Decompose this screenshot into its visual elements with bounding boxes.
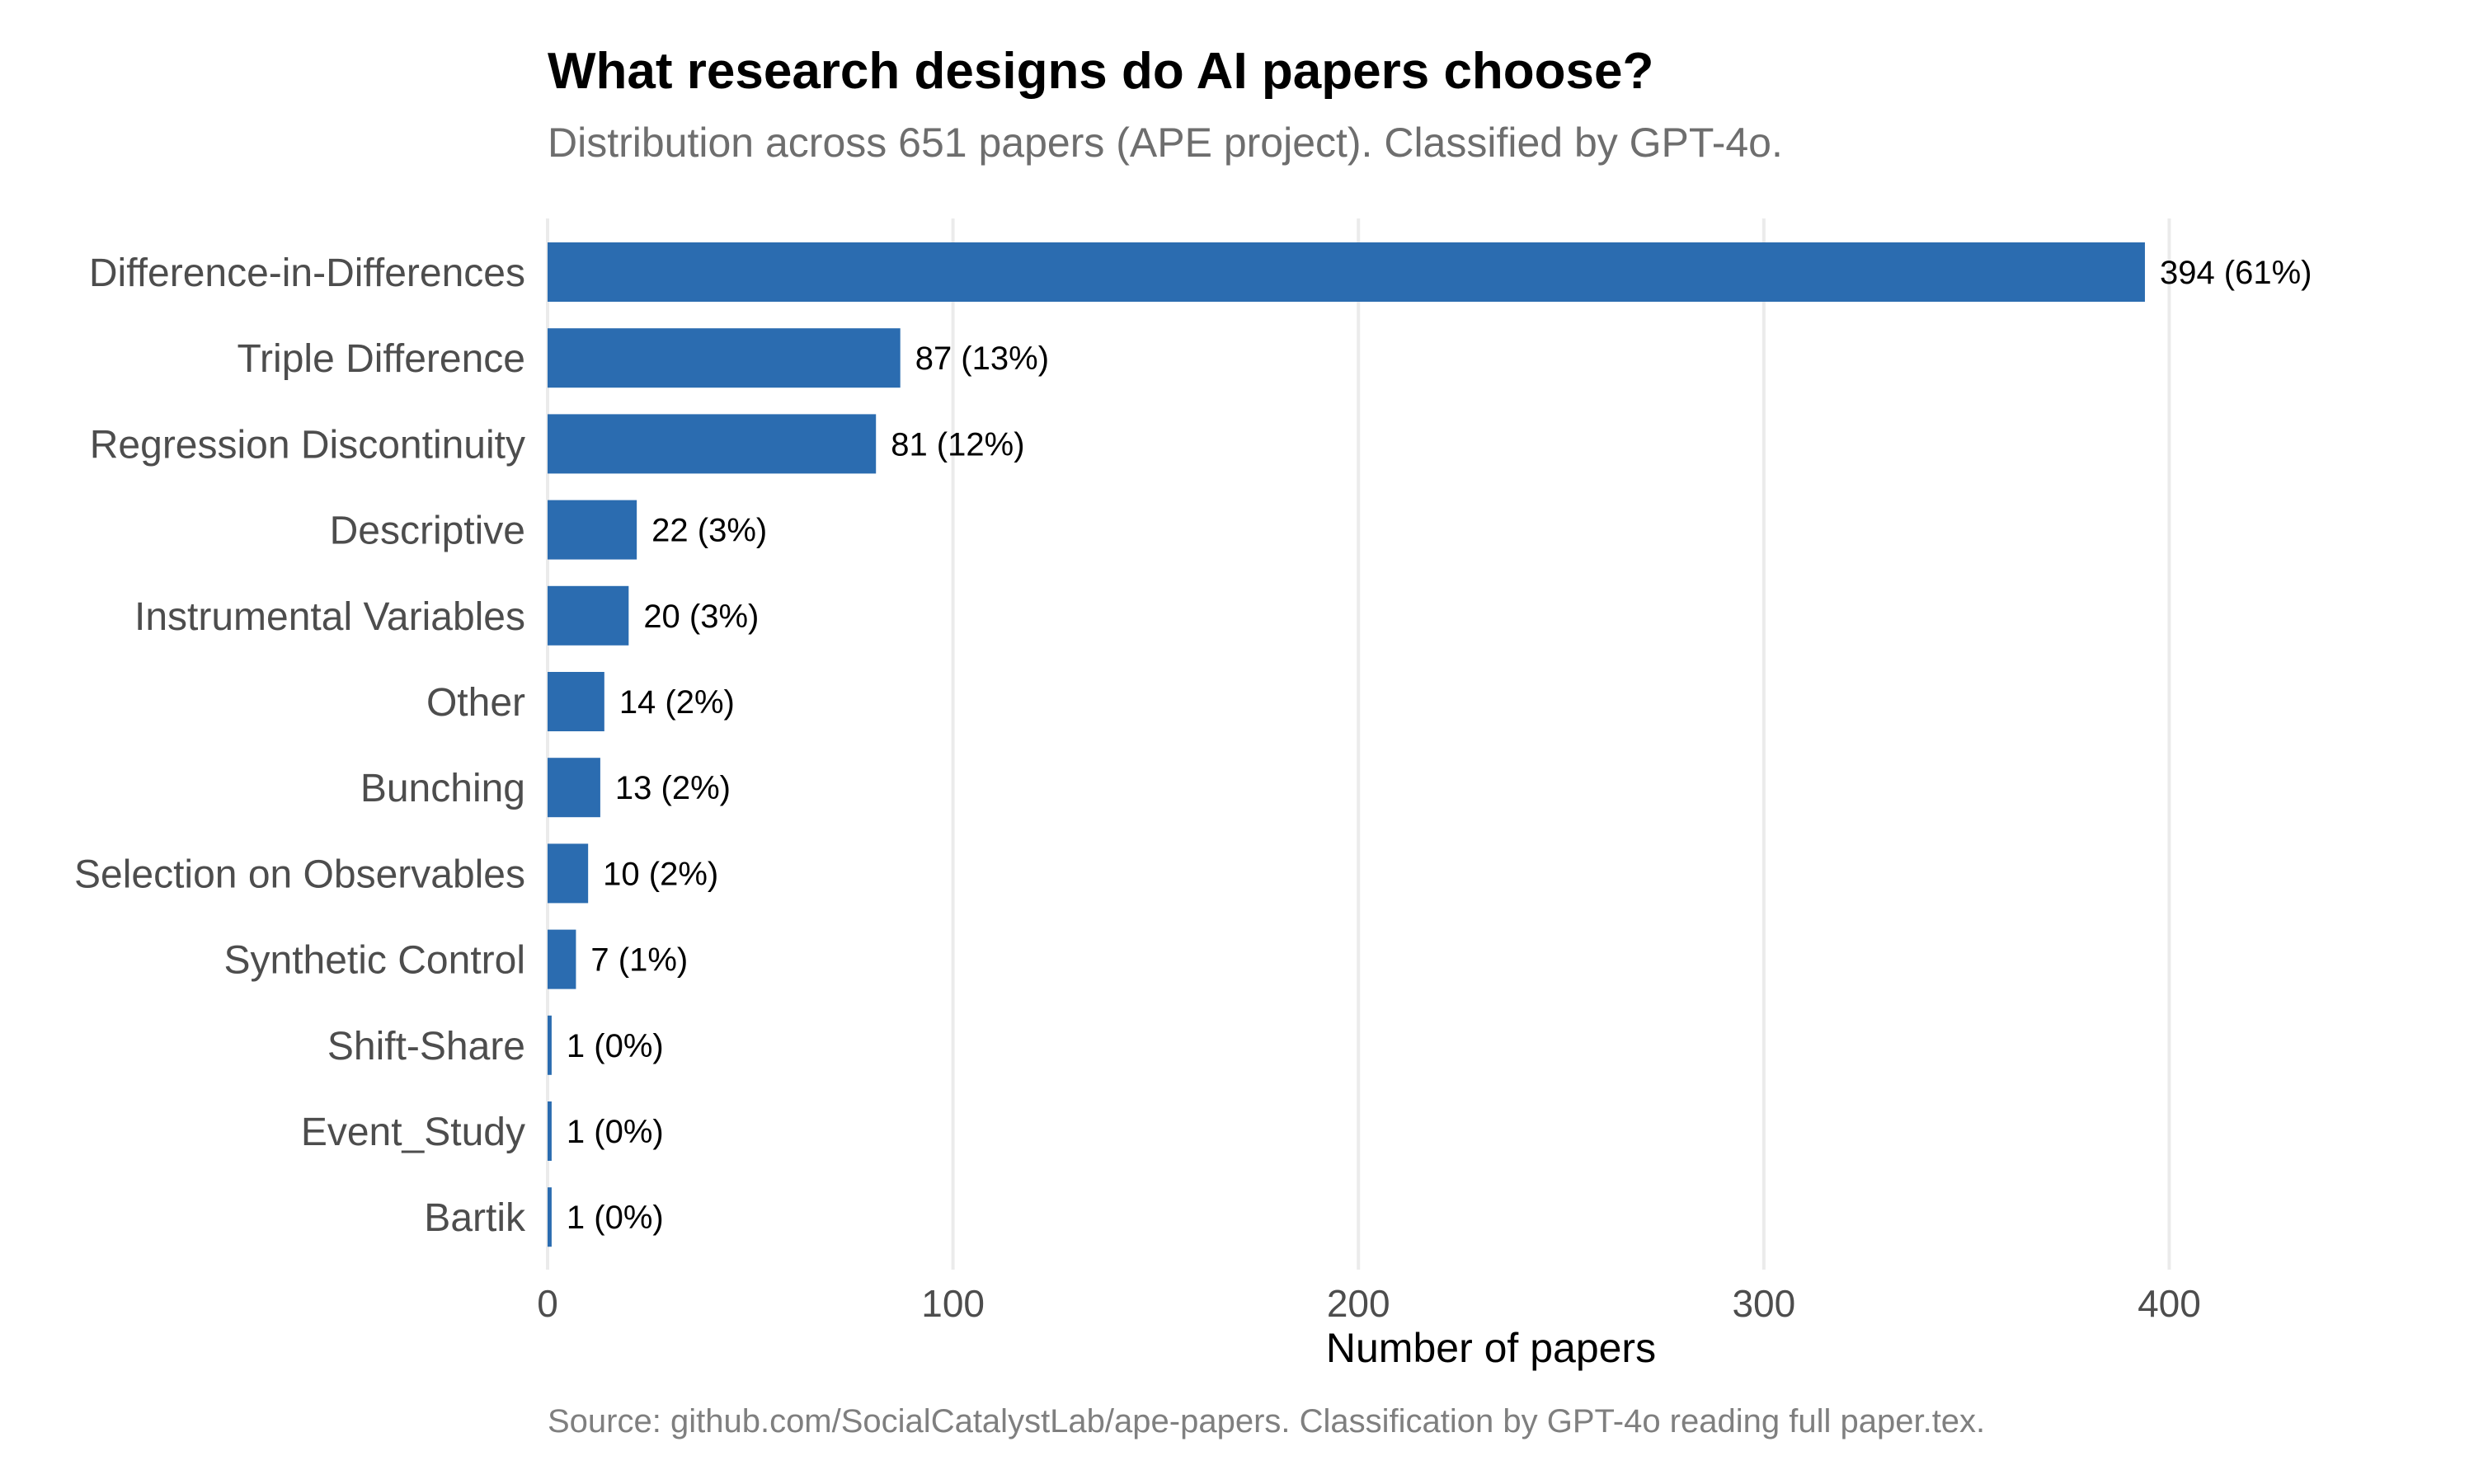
data-label: 13 (2%): [615, 770, 731, 806]
bar: [548, 929, 576, 989]
category-label: Descriptive: [330, 510, 525, 553]
bar: [548, 1015, 552, 1075]
data-label: 1 (0%): [567, 1114, 664, 1150]
bar: [548, 672, 604, 731]
x-tick-label: 100: [921, 1282, 985, 1325]
bar: [548, 328, 901, 388]
data-labels: 394 (61%) 87 (13%) 81 (12%) 22 (3%) 20 (3%) 1…: [567, 255, 2312, 1236]
category-labels: Difference-in-Differences Triple Differen…: [74, 251, 526, 1240]
data-label: 394 (61%): [2160, 255, 2312, 291]
bar: [548, 585, 629, 646]
chart-caption: Source: github.com/SocialCatalystLab/ape…: [548, 1403, 1985, 1439]
category-label: Instrumental Variables: [134, 595, 525, 639]
bar: [548, 758, 600, 818]
category-label: Bartik: [424, 1196, 526, 1240]
data-label: 22 (3%): [651, 513, 767, 549]
data-label: 20 (3%): [643, 599, 759, 635]
x-axis-ticks: 0 100 200 300 400: [537, 1282, 2201, 1325]
category-label: Synthetic Control: [223, 939, 525, 983]
category-label: Shift-Share: [327, 1025, 525, 1068]
category-label: Event_Study: [301, 1111, 525, 1154]
bar: [548, 500, 637, 560]
bar: [548, 1187, 552, 1247]
chart-subtitle: Distribution across 651 papers (APE proj…: [548, 120, 1783, 166]
category-label: Triple Difference: [238, 337, 525, 381]
chart-title: What research designs do AI papers choos…: [548, 43, 1653, 100]
grid-lines: [546, 218, 2171, 1270]
data-label: 7 (1%): [590, 942, 688, 979]
data-label: 1 (0%): [567, 1028, 664, 1064]
data-label: 14 (2%): [619, 684, 735, 721]
bars: [548, 242, 2145, 1247]
category-label: Regression Discontinuity: [90, 423, 525, 467]
data-label: 1 (0%): [567, 1200, 664, 1236]
x-tick-label: 400: [2138, 1282, 2201, 1325]
bar: [548, 414, 877, 474]
category-label: Bunching: [360, 767, 525, 810]
x-tick-label: 0: [537, 1282, 558, 1325]
x-tick-label: 200: [1327, 1282, 1390, 1325]
bar: [548, 1101, 552, 1161]
category-label: Difference-in-Differences: [89, 251, 525, 295]
bar: [548, 843, 589, 904]
bar: [548, 242, 2145, 302]
data-label: 10 (2%): [603, 856, 718, 892]
x-tick-label: 300: [1732, 1282, 1795, 1325]
category-label: Selection on Observables: [74, 852, 525, 896]
data-label: 87 (13%): [915, 340, 1049, 377]
data-label: 81 (12%): [891, 426, 1024, 463]
category-label: Other: [426, 681, 525, 725]
x-axis-title: Number of papers: [1326, 1325, 1656, 1371]
